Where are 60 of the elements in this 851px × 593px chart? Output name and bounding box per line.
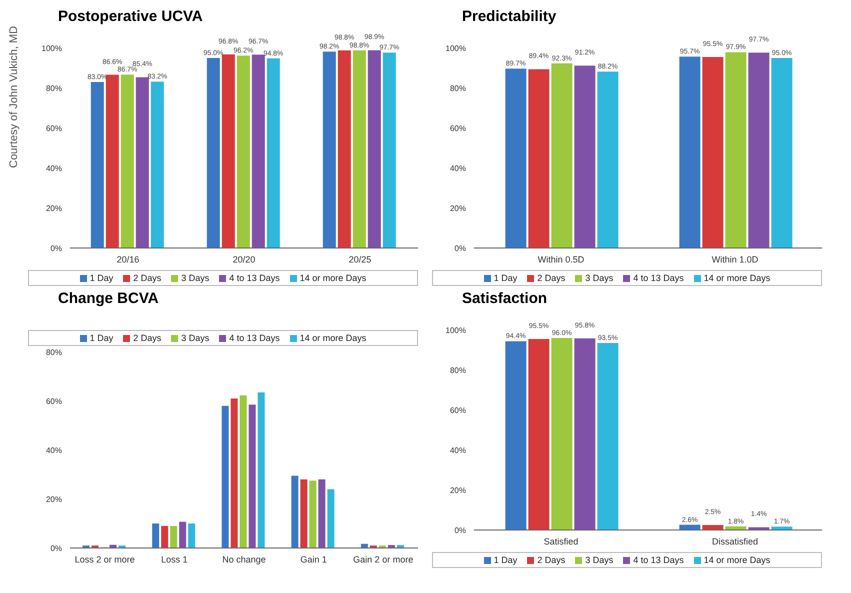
x-tick-label: Within 0.5D [538,254,585,264]
legend-label: 4 to 13 Days [632,273,684,283]
legend-label: 4 to 13 Days [228,273,280,283]
chart-title: Postoperative UCVA [57,8,204,27]
y-tick-label: 0% [454,526,466,535]
legend-label: 14 or more Days [702,273,770,283]
y-tick-label: 60% [46,396,62,406]
y-tick-label: 20% [450,204,466,213]
y-tick-label: 80% [450,84,466,93]
y-tick-label: 0% [50,244,62,253]
chart-title: Change BCVA [57,290,160,309]
y-tick-label: 80% [46,348,62,357]
legend-label: 1 Day [88,333,114,343]
x-tick-label: Loss 1 [161,554,188,564]
x-tick-label: Loss 2 or more [74,554,135,564]
y-tick-label: 20% [46,494,62,504]
legend-label: 14 or more Days [298,273,366,283]
text: Courtesy of John Vukich, MD [8,24,20,168]
y-tick-label: 40% [46,164,62,173]
x-tick-label: Satisfied [544,536,578,546]
y-tick-label: 100% [42,44,62,53]
y-tick-label: 20% [450,486,466,495]
legend-label: 3 Days [180,333,210,343]
legend-label: 2 Days [132,273,162,283]
legend-label: 14 or more Days [702,555,770,565]
y-tick-label: 60% [450,406,466,415]
legend-label: 3 Days [584,555,614,565]
legend-label: 4 to 13 Days [228,333,280,343]
y-tick-label: 40% [450,446,466,455]
legend-label: 1 Day [492,273,518,283]
y-tick-label: 0% [454,244,466,253]
y-tick-label: 40% [450,164,466,173]
legend-label: 1 Day [492,555,518,565]
y-tick-label: 40% [46,446,62,455]
x-tick-label: Within 1.0D [712,254,759,264]
legend-label: 1 Day [88,273,114,283]
legend-label: 2 Days [536,273,566,283]
y-tick-label: 60% [450,124,466,133]
x-tick-label: 20/25 [348,254,372,264]
y-tick-label: 80% [450,366,466,375]
x-tick-label: Dissatisfied [712,536,758,546]
x-tick-label: Gain 2 or more [353,554,414,564]
legend-label: 4 to 13 Days [632,555,684,565]
chart-title: Predictability [461,8,558,27]
legend-label: 3 Days [180,273,210,283]
x-tick-label: 20/20 [232,254,256,264]
legend-label: 2 Days [132,333,162,343]
y-tick-label: 20% [46,204,62,213]
legend-label: 14 or more Days [298,333,366,343]
x-tick-label: Gain 1 [300,554,327,564]
x-tick-label: 20/16 [116,254,140,264]
legend-label: 2 Days [536,555,566,565]
y-tick-label: 60% [46,124,62,133]
y-tick-label: 100% [446,44,466,53]
x-tick-label: No change [222,554,266,564]
y-tick-label: 0% [50,544,62,553]
legend-label: 3 Days [584,273,614,283]
y-tick-label: 80% [46,84,62,93]
y-tick-label: 100% [446,326,466,335]
chart-title: Satisfaction [461,290,548,309]
